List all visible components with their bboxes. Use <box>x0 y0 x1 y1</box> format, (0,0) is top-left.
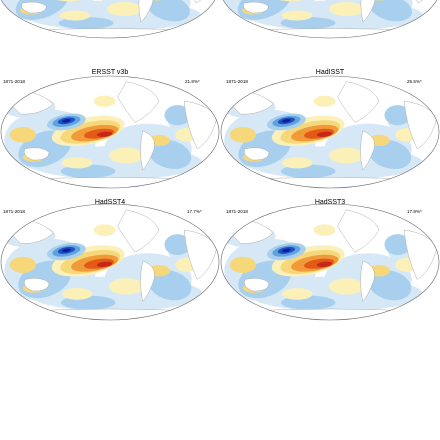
pale-yellow-region <box>108 278 144 295</box>
map-panel-5 <box>221 204 439 320</box>
pale-yellow-region <box>328 2 365 16</box>
light-blue-region <box>368 270 412 301</box>
pale-yellow-region <box>62 157 93 169</box>
land-mass <box>24 147 50 161</box>
cold-anomaly-core <box>282 118 291 123</box>
pale-yellow-region <box>93 224 116 236</box>
land-mass <box>230 28 430 38</box>
land-mass <box>403 229 438 280</box>
land-mass <box>360 0 376 23</box>
panel-period-3: 1871-2018 <box>3 209 25 214</box>
panel-title-4: HadSST3 <box>314 199 346 206</box>
cold-anomaly-core <box>62 248 71 253</box>
land-mass <box>117 209 160 253</box>
cold-anomaly-core <box>62 118 71 123</box>
warm-anomaly-peak <box>96 261 113 268</box>
panel-title-2: HadISST <box>315 69 345 76</box>
land-mass <box>244 278 270 292</box>
warm-anomaly-indian <box>9 126 36 143</box>
pale-yellow-region <box>313 95 336 107</box>
light-blue-region <box>384 234 411 256</box>
land-mass <box>403 100 438 150</box>
panel-title-3: HadSST4 <box>94 199 126 206</box>
pale-yellow-region <box>59 10 91 21</box>
pale-yellow-region <box>282 157 313 169</box>
land-mass <box>138 0 154 23</box>
land-mass <box>140 260 155 302</box>
pale-yellow-region <box>281 10 313 21</box>
land-mass <box>8 28 208 38</box>
pale-yellow-region <box>282 288 313 300</box>
warm-anomaly-indian <box>229 126 256 143</box>
light-blue-region <box>148 270 192 301</box>
pale-yellow-region <box>108 147 144 164</box>
map-outline-3 <box>220 75 440 189</box>
land-mass <box>117 81 160 123</box>
light-blue-region <box>148 139 192 170</box>
warm-anomaly-indian <box>9 256 36 274</box>
land-mass <box>244 147 270 161</box>
land-mass <box>337 81 380 123</box>
pale-yellow-region <box>106 2 143 16</box>
land-mass <box>360 130 375 171</box>
map-panel-0 <box>0 0 218 38</box>
land-mass <box>183 100 218 150</box>
panel-stat-3: 17.7%* <box>187 209 202 214</box>
land-mass <box>337 209 380 253</box>
map-panel-4 <box>1 204 219 320</box>
land-mass <box>183 229 218 280</box>
panel-stat-4: 17.8%* <box>407 209 422 214</box>
land-mass <box>21 1 47 14</box>
map-outline-1 <box>222 0 438 39</box>
light-blue-region <box>164 234 191 256</box>
panel-period-4: 1871-2018 <box>226 209 248 214</box>
land-mass <box>11 177 209 188</box>
panel-stat-2: 25.5%* <box>407 79 422 84</box>
warm-anomaly-peak <box>316 261 333 268</box>
land-mass <box>243 1 269 14</box>
pale-yellow-region <box>328 147 364 164</box>
pale-yellow-region <box>328 278 364 295</box>
land-mass <box>231 177 429 188</box>
warm-anomaly-indian <box>229 256 256 274</box>
light-blue-region <box>369 0 412 22</box>
warm-anomaly-peak <box>96 131 113 137</box>
light-blue-region <box>164 105 191 126</box>
land-mass <box>11 308 209 320</box>
map-panel-1 <box>220 0 440 38</box>
map-outline-5 <box>220 203 440 321</box>
map-outline-4 <box>0 203 220 321</box>
pale-yellow-region <box>62 288 93 300</box>
map-panel-3 <box>221 76 439 188</box>
light-blue-region <box>147 0 190 22</box>
panel-title-1: ERSST v3b <box>91 69 129 76</box>
land-mass <box>24 278 50 292</box>
land-mass <box>360 260 375 302</box>
map-outline-2 <box>0 75 220 189</box>
warm-anomaly-peak <box>316 131 333 137</box>
panel-period-1: 1871-2018 <box>3 79 25 84</box>
cold-anomaly-core <box>282 248 291 253</box>
panel-period-2: 1871-2018 <box>226 79 248 84</box>
pale-yellow-region <box>313 224 336 236</box>
light-blue-region <box>368 139 412 170</box>
land-mass <box>231 308 429 320</box>
pale-yellow-region <box>93 95 116 107</box>
light-blue-region <box>384 105 411 126</box>
panel-stat-1: 21.8%* <box>185 79 200 84</box>
map-outline-0 <box>0 0 216 39</box>
map-panel-2 <box>1 76 219 188</box>
land-mass <box>140 130 155 171</box>
